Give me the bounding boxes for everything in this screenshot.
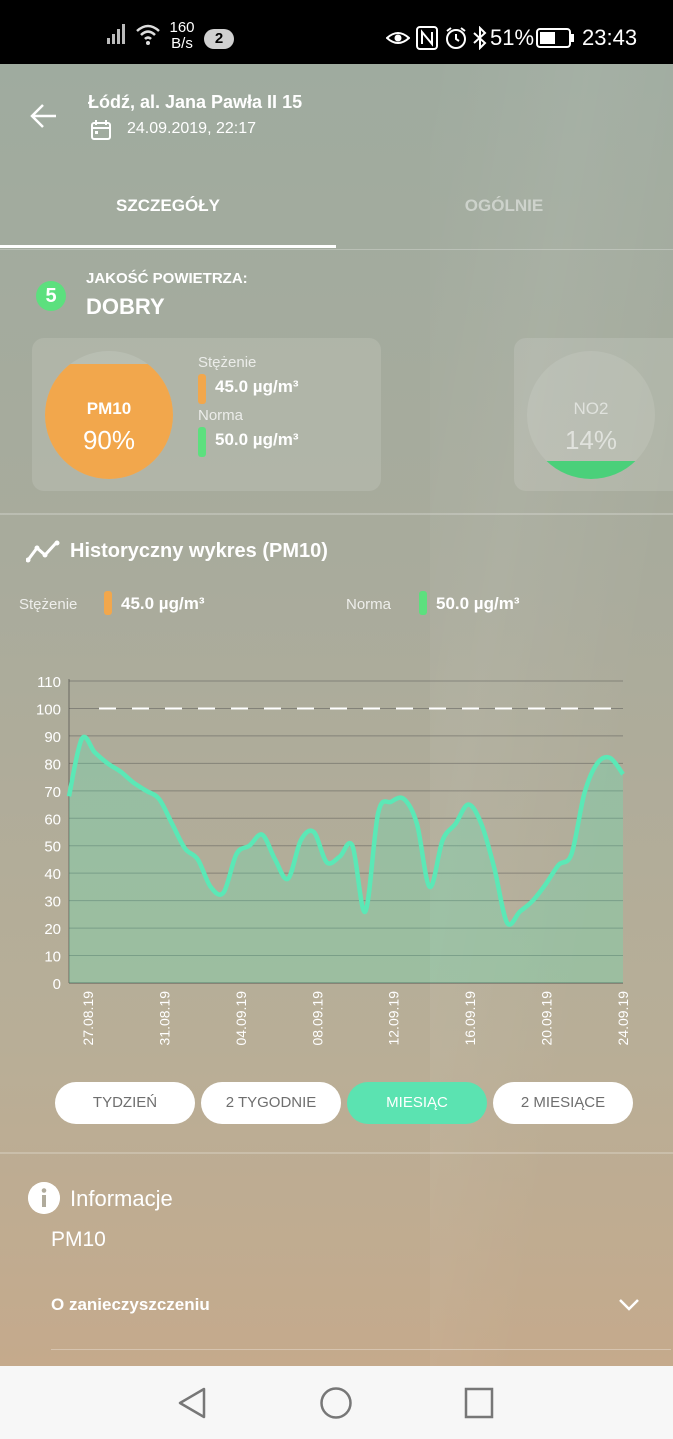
pollutant-card-pm10[interactable]: PM10 90% Stężenie 45.0 µg/m³ Norma 50.0 … xyxy=(32,338,381,491)
legend-concentration-value: 45.0 µg/m³ xyxy=(121,594,205,613)
alarm-icon xyxy=(446,27,466,49)
concentration-color-bar xyxy=(198,374,206,404)
x-tick-label: 20.09.19 xyxy=(539,991,555,1046)
section-divider xyxy=(0,513,673,515)
wifi-icon xyxy=(136,24,160,45)
y-tick-label: 20 xyxy=(44,921,61,938)
net-speed: 160 B/s xyxy=(166,20,198,52)
pm10-percent: 90% xyxy=(82,425,136,455)
info-pollutant-name: PM10 xyxy=(51,1228,106,1251)
series-line xyxy=(66,734,625,927)
y-tick-label: 60 xyxy=(44,811,61,828)
legend-concentration-color xyxy=(104,591,112,615)
notification-count-badge: 2 xyxy=(204,29,234,49)
legend-norm-value: 50.0 µg/m³ xyxy=(436,594,520,613)
y-tick-label: 0 xyxy=(53,976,61,993)
clock-time: 23:43 xyxy=(582,25,638,50)
pollutant-card-no2[interactable]: NO2 14% xyxy=(514,338,673,491)
location-title: Łódź, al. Jana Pawła II 15 xyxy=(88,92,303,112)
bluetooth-icon xyxy=(473,26,487,50)
history-chart: 0 10 20 30 40 50 60 70 80 90 100 110 27.08.19 31.08.1… xyxy=(36,674,631,1046)
y-tick-label: 30 xyxy=(44,894,61,911)
info-icon xyxy=(28,1182,60,1214)
y-tick-label: 50 xyxy=(44,839,61,856)
section-divider xyxy=(0,1152,673,1154)
norm-label: Norma xyxy=(198,407,244,424)
y-tick-label: 10 xyxy=(44,949,61,966)
info-divider xyxy=(51,1349,671,1350)
tab-details[interactable]: SZCZEGÓŁY xyxy=(116,196,220,215)
x-tick-label: 31.08.19 xyxy=(156,991,172,1046)
air-quality-label: JAKOŚĆ POWIETRZA: xyxy=(86,270,248,287)
back-arrow-icon[interactable] xyxy=(28,100,60,132)
active-tab-indicator xyxy=(0,245,336,248)
no2-name: NO2 xyxy=(573,399,609,418)
background-sheen xyxy=(430,64,673,1366)
y-tick-label: 80 xyxy=(44,756,61,773)
about-pollution-row[interactable]: O zanieczyszczeniu xyxy=(51,1295,210,1314)
y-tick-label: 70 xyxy=(44,784,61,801)
norm-color-bar xyxy=(198,427,206,457)
pm10-name: PM10 xyxy=(86,399,132,418)
system-nav-bar xyxy=(0,1366,673,1439)
legend-concentration-label: Stężenie xyxy=(19,596,78,613)
measurement-datetime: 24.09.2019, 22:17 xyxy=(127,120,257,137)
info-section-title: Informacje xyxy=(70,1186,173,1211)
app-screen: Łódź, al. Jana Pawła II 15 24.09.2019, 2… xyxy=(0,64,673,1366)
battery-percent: 51% xyxy=(490,25,535,50)
status-bar: 160 B/s 2 51% 23:43 xyxy=(0,0,673,64)
calendar-icon xyxy=(91,120,111,140)
range-button-month[interactable]: MIESIĄC xyxy=(347,1082,487,1124)
x-tick-label: 08.09.19 xyxy=(309,991,325,1046)
pm10-gauge-fill xyxy=(45,363,173,479)
eye-icon xyxy=(386,32,410,44)
concentration-value: 45.0 µg/m³ xyxy=(215,377,299,396)
range-button-2-weeks[interactable]: 2 TYGODNIE xyxy=(201,1082,341,1124)
net-speed-value: 160 xyxy=(169,19,195,36)
y-tick-label: 100 xyxy=(36,701,61,718)
air-quality-index-badge: 5 xyxy=(36,281,66,311)
legend-norm-color xyxy=(419,591,427,615)
series-area xyxy=(69,736,623,983)
tab-general[interactable]: OGÓLNIE xyxy=(464,196,544,215)
no2-percent: 14% xyxy=(564,425,618,455)
y-tick-label: 90 xyxy=(44,729,61,746)
range-button-week[interactable]: TYDZIEŃ xyxy=(55,1082,195,1124)
tabs-divider xyxy=(0,249,673,250)
y-tick-label: 40 xyxy=(44,866,61,883)
y-tick-label: 110 xyxy=(37,674,61,691)
nfc-icon xyxy=(416,26,438,50)
signal-icon xyxy=(107,24,125,44)
home-circle-icon[interactable] xyxy=(319,1386,353,1420)
recents-square-icon[interactable] xyxy=(463,1386,495,1420)
concentration-label: Stężenie xyxy=(198,354,257,371)
range-button-2-months[interactable]: 2 MIESIĄCE xyxy=(493,1082,633,1124)
legend-norm-label: Norma xyxy=(346,596,392,613)
x-tick-label: 16.09.19 xyxy=(462,991,478,1046)
x-tick-label: 04.09.19 xyxy=(233,991,249,1046)
pm10-gauge: PM10 90% xyxy=(45,351,173,479)
battery-icon xyxy=(536,28,574,48)
no2-gauge-fill xyxy=(527,461,655,479)
air-quality-value: DOBRY xyxy=(86,294,165,319)
x-tick-label: 12.09.19 xyxy=(386,991,402,1046)
x-tick-label: 24.09.19 xyxy=(615,991,631,1046)
norm-value: 50.0 µg/m³ xyxy=(215,430,299,449)
history-chart-title: Historyczny wykres (PM10) xyxy=(70,540,328,562)
net-speed-unit: B/s xyxy=(171,35,193,52)
back-triangle-icon[interactable] xyxy=(176,1386,208,1420)
no2-gauge: NO2 14% xyxy=(527,351,655,479)
x-tick-label: 27.08.19 xyxy=(80,991,96,1046)
line-chart-icon xyxy=(26,540,60,563)
chevron-down-icon[interactable] xyxy=(617,1295,641,1313)
